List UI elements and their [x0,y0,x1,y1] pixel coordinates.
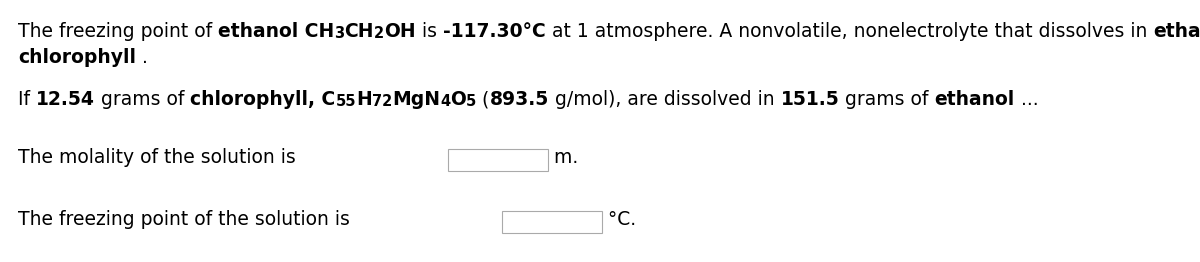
Text: is: is [415,22,443,41]
Text: 3: 3 [335,26,344,41]
Text: 151.5: 151.5 [780,90,839,109]
Text: ethanol: ethanol [935,90,1015,109]
Text: The freezing point of the solution is: The freezing point of the solution is [18,210,356,229]
Text: grams of: grams of [839,90,935,109]
Text: If: If [18,90,36,109]
Text: m.: m. [547,148,578,167]
Text: ...: ... [1015,90,1038,109]
Text: O: O [450,90,466,109]
Text: 55: 55 [336,94,356,109]
Text: 72: 72 [372,94,392,109]
Text: The molality of the solution is: The molality of the solution is [18,148,301,167]
Text: ethanol: ethanol [1153,22,1200,41]
Text: 2: 2 [374,26,384,41]
Bar [502,211,602,233]
Text: °C.: °C. [602,210,636,229]
Text: ethanol CH: ethanol CH [218,22,335,41]
Text: g/mol), are dissolved in: g/mol), are dissolved in [548,90,780,109]
Text: The freezing point of: The freezing point of [18,22,218,41]
Text: chlorophyll: chlorophyll [18,48,136,67]
Text: 893.5: 893.5 [490,90,548,109]
Text: 5: 5 [466,94,476,109]
Bar [448,149,547,171]
Text: OH: OH [384,22,415,41]
Text: (: ( [476,90,490,109]
Text: .: . [136,48,148,67]
Text: -117.30°C: -117.30°C [443,22,546,41]
Text: chlorophyll, C: chlorophyll, C [191,90,336,109]
Text: CH: CH [344,22,374,41]
Text: 4: 4 [440,94,450,109]
Text: H: H [356,90,372,109]
Text: grams of: grams of [95,90,191,109]
Text: at 1 atmosphere. A nonvolatile, nonelectrolyte that dissolves in: at 1 atmosphere. A nonvolatile, nonelect… [546,22,1153,41]
Text: MgN: MgN [392,90,440,109]
Text: 12.54: 12.54 [36,90,95,109]
